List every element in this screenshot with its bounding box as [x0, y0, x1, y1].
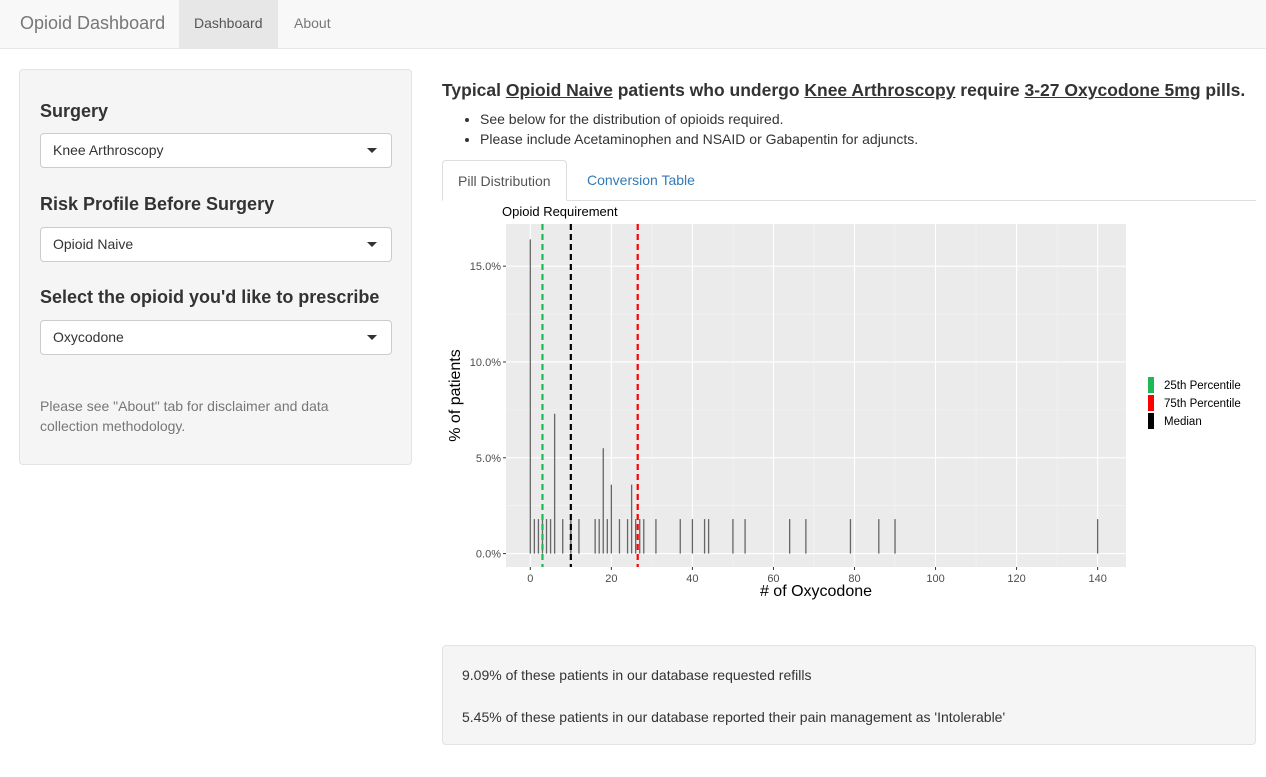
x-tick-label: 0	[527, 573, 533, 585]
plot-panel	[506, 224, 1126, 567]
refill-stat: 9.09% of these patients in our database …	[462, 667, 812, 683]
headline-amount: 3-27 Oxycodone 5mg	[1024, 80, 1201, 100]
nav-tab-dashboard[interactable]: Dashboard	[179, 0, 278, 48]
x-tick-label: 120	[1007, 573, 1025, 585]
sidebar-panel: Surgery Knee Arthroscopy Risk Profile Be…	[19, 69, 412, 465]
tab-pill-distribution[interactable]: Pill Distribution	[442, 160, 567, 201]
pill-distribution-chart: 0 20 40 60 80 100 120 140 0.0% 5.0% 10.0% 15.0% Opio…	[442, 202, 1262, 602]
brand-title[interactable]: Opioid Dashboard	[20, 13, 166, 33]
x-axis-label: # of Oxycodone	[760, 583, 872, 600]
headline-text: require	[955, 80, 1025, 100]
legend-swatch	[1148, 413, 1154, 429]
legend-swatch	[1148, 377, 1154, 393]
stats-panel: 9.09% of these patients in our database …	[442, 645, 1256, 745]
legend-label: 75th Percentile	[1164, 398, 1241, 410]
tabs-divider	[442, 200, 1256, 201]
navbar: Opioid Dashboard Dashboard About	[0, 0, 1266, 49]
chevron-down-icon	[367, 335, 377, 340]
x-tick-label: 80	[848, 573, 860, 585]
opioid-select[interactable]: Oxycodone	[40, 320, 392, 355]
headline-text: patients who undergo	[612, 80, 805, 100]
headline-risk: Opioid Naive	[505, 80, 613, 100]
risk-select-value: Opioid Naive	[53, 236, 134, 252]
chevron-down-icon	[367, 148, 377, 153]
surgery-select[interactable]: Knee Arthroscopy	[40, 133, 392, 168]
guidance-list: See below for the distribution of opioid…	[462, 109, 918, 149]
headline-surgery: Knee Arthroscopy	[804, 80, 956, 100]
legend-label: 25th Percentile	[1164, 380, 1241, 392]
x-tick-label: 140	[1088, 573, 1106, 585]
list-item: Please include Acetaminophen and NSAID o…	[480, 129, 918, 149]
intolerable-stat: 5.45% of these patients in our database …	[462, 709, 1006, 725]
headline-text: pills.	[1200, 80, 1246, 100]
tab-conversion-table[interactable]: Conversion Table	[587, 172, 695, 188]
nav-tab-about[interactable]: About	[294, 15, 331, 31]
summary-headline: Typical Opioid Naive patients who underg…	[442, 80, 1245, 101]
y-tick-label: 10.0%	[470, 357, 501, 369]
about-note: Please see "About" tab for disclaimer an…	[40, 398, 329, 434]
risk-select[interactable]: Opioid Naive	[40, 227, 392, 262]
y-tick-label: 15.0%	[470, 261, 501, 273]
opioid-label: Select the opioid you'd like to prescrib…	[40, 287, 380, 307]
chart-svg: 0 20 40 60 80 100 120 140 0.0% 5.0% 10.0% 15.0% Opio…	[447, 204, 1241, 600]
legend-swatch	[1148, 395, 1154, 411]
x-tick-label: 20	[605, 573, 617, 585]
x-tick-label: 40	[686, 573, 698, 585]
surgery-select-value: Knee Arthroscopy	[53, 142, 164, 158]
chart-title: Opioid Requirement	[502, 204, 618, 219]
x-tick-label: 100	[926, 573, 944, 585]
risk-label: Risk Profile Before Surgery	[40, 194, 275, 214]
y-tick-label: 5.0%	[476, 453, 501, 465]
surgery-label: Surgery	[40, 101, 109, 121]
headline-text: Typical	[442, 80, 506, 100]
opioid-select-value: Oxycodone	[53, 329, 124, 345]
y-axis-label: % of patients	[447, 349, 464, 442]
legend-label: Median	[1164, 416, 1202, 428]
list-item: See below for the distribution of opioid…	[480, 109, 918, 129]
y-tick-label: 0.0%	[476, 549, 501, 561]
chevron-down-icon	[367, 242, 377, 247]
x-tick-label: 60	[767, 573, 779, 585]
